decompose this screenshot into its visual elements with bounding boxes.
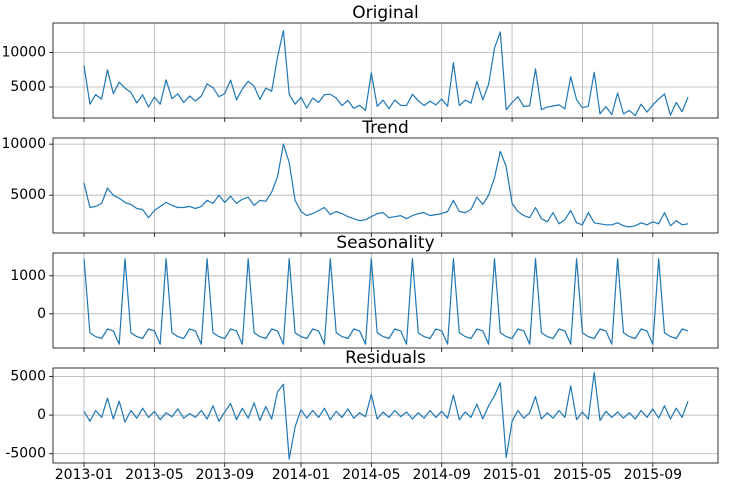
plot-frame xyxy=(52,137,719,234)
x-tick-label: 2013-01 xyxy=(55,467,114,483)
x-tick-label: 2015-05 xyxy=(553,467,612,483)
plot-frame xyxy=(52,252,719,349)
plot-frame xyxy=(52,22,719,119)
panel-title: Trend xyxy=(361,118,409,138)
plot-frame xyxy=(52,367,719,464)
panel-title: Residuals xyxy=(345,348,426,368)
y-tick-label: 5000 xyxy=(10,368,46,384)
x-tick-label: 2013-09 xyxy=(195,467,254,483)
x-tick-label: 2014-09 xyxy=(412,467,471,483)
series-line xyxy=(83,143,689,228)
x-tick-label: 2013-05 xyxy=(125,467,184,483)
y-tick-label: 0 xyxy=(37,407,46,423)
x-tick-label: 2015-01 xyxy=(483,467,542,483)
y-tick-label: 10000 xyxy=(1,136,46,152)
y-tick-label: 1000 xyxy=(10,268,46,284)
panel-title: Original xyxy=(352,3,419,23)
series-line xyxy=(83,372,689,460)
series-line xyxy=(83,258,689,345)
y-tick-label: 5000 xyxy=(10,79,46,95)
y-tick-label: -5000 xyxy=(5,446,46,462)
y-tick-label: 5000 xyxy=(10,187,46,203)
series-line xyxy=(83,30,689,117)
y-tick-label: 0 xyxy=(37,306,46,322)
y-tick-label: 10000 xyxy=(1,45,46,61)
x-tick-label: 2014-05 xyxy=(342,467,401,483)
x-tick-label: 2015-09 xyxy=(624,467,683,483)
x-tick-label: 2014-01 xyxy=(272,467,331,483)
panel-title: Seasonality xyxy=(336,233,434,253)
